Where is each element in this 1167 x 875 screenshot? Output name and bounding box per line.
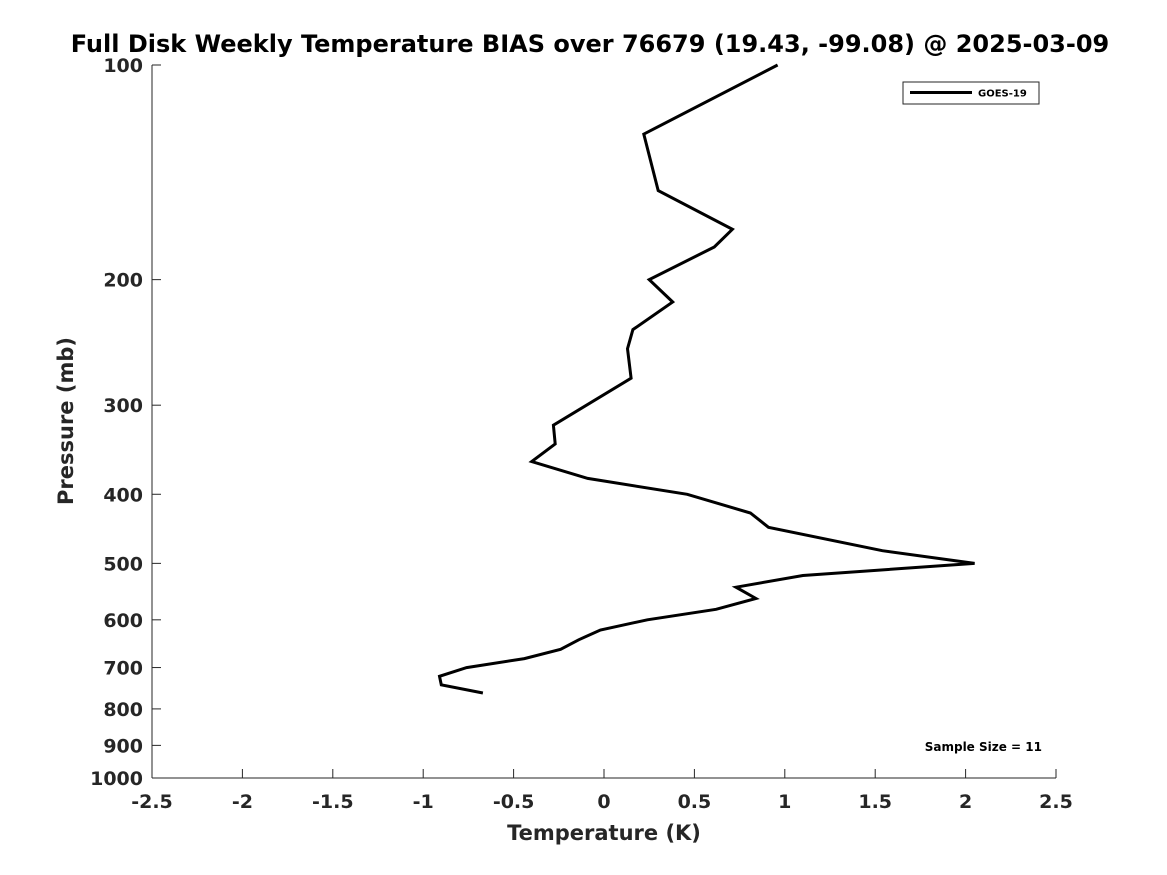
y-tick-label: 200: [103, 270, 143, 292]
y-tick-label: 400: [103, 484, 143, 506]
sample-size-annotation: Sample Size = 11: [925, 740, 1042, 754]
x-tick-label: -1.5: [312, 791, 354, 813]
legend-label-goes-19: GOES-19: [978, 89, 1027, 100]
y-axis-label: Pressure (mb): [54, 337, 78, 505]
plot-axes: [151, 65, 1056, 779]
x-tick-label: -2: [232, 791, 253, 813]
x-axis-label: Temperature (K): [507, 821, 701, 845]
legend: GOES-19: [902, 81, 1040, 105]
x-tick-label: 0.5: [678, 791, 712, 813]
y-tick-label: 300: [103, 395, 143, 417]
x-tick-label: -2.5: [131, 791, 173, 813]
x-tick-label: 1.5: [858, 791, 892, 813]
x-tick-label: 2: [959, 791, 972, 813]
x-tick-label: 2.5: [1039, 791, 1073, 813]
y-tick-label: 700: [103, 658, 143, 680]
y-tick-label: 900: [103, 735, 143, 757]
y-tick-label: 100: [103, 55, 143, 77]
y-tick-label: 600: [103, 610, 143, 632]
x-ticks: -2.5 -2 -1.5 -1 -0.5 0 0.5 1 1.5 2 2.5: [131, 769, 1073, 813]
x-tick-label: 1: [778, 791, 791, 813]
x-tick-label: -0.5: [493, 791, 535, 813]
y-tick-label: 1000: [90, 768, 143, 790]
chart-title: Full Disk Weekly Temperature BIAS over 7…: [71, 30, 1110, 58]
series-line-goes-19: [437, 63, 975, 695]
x-tick-label: 0: [597, 791, 610, 813]
series-layer: [437, 63, 975, 695]
y-ticks: 100 200 300 400 500 600 700 800 900 1000: [90, 55, 161, 790]
y-tick-label: 800: [103, 699, 143, 721]
y-tick-label: 500: [103, 553, 143, 575]
x-tick-label: -1: [413, 791, 434, 813]
